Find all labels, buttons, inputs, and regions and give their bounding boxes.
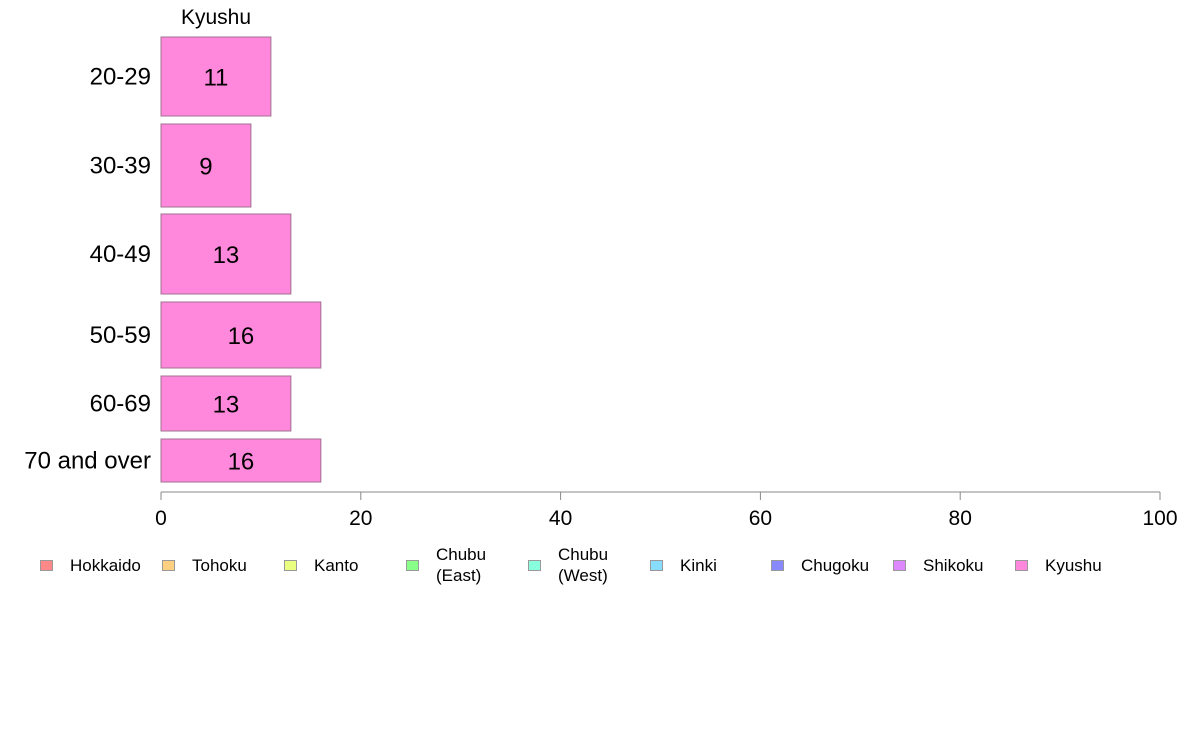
data-label: 9: [199, 154, 212, 181]
data-label: 13: [213, 392, 240, 419]
x-tick-label: 40: [549, 507, 572, 530]
bar: [160, 36, 272, 117]
legend-swatch: [162, 559, 175, 571]
category-label: 20-29: [90, 64, 151, 91]
legend-item: Tohoku: [162, 540, 247, 590]
legend-item: Chugoku: [771, 540, 869, 590]
legend-label: Kyushu: [1045, 555, 1102, 575]
data-label: 16: [228, 449, 255, 476]
legend-item: Shikoku: [893, 540, 983, 590]
legend-item: Chubu (East): [406, 540, 486, 590]
legend-swatch: [528, 559, 541, 571]
bar: [160, 301, 322, 369]
legend: Hokkaido Tohoku Kanto Chubu (East) Chubu (We…: [0, 540, 1188, 590]
category-label: 40-49: [90, 241, 151, 268]
data-label: 16: [228, 323, 255, 350]
legend-swatch: [1015, 559, 1028, 571]
x-tick-label: 20: [349, 507, 372, 530]
legend-label: Chubu (West): [558, 545, 609, 585]
legend-item: Kanto: [284, 540, 358, 590]
x-tick-label: 0: [155, 507, 167, 530]
legend-swatch: [893, 559, 906, 571]
x-tick-label: 80: [949, 507, 972, 530]
bar: [160, 375, 292, 432]
legend-item: Chubu (West): [528, 540, 608, 590]
legend-label: Kinki: [680, 555, 717, 575]
legend-swatch: [40, 559, 53, 571]
category-label: 70 and over: [24, 448, 151, 475]
x-tick-label: 100: [1142, 507, 1177, 530]
legend-swatch: [284, 559, 297, 571]
legend-swatch: [650, 559, 663, 571]
legend-label: Tohoku: [192, 555, 247, 575]
category-label: 50-59: [90, 322, 151, 349]
legend-swatch: [771, 559, 784, 571]
legend-label: Shikoku: [923, 555, 984, 575]
legend-label: Hokkaido: [70, 555, 141, 575]
legend-label: Chubu (East): [436, 545, 487, 585]
legend-swatch: [406, 559, 419, 571]
bar-group: 20-29 11 30-39 9 40-49 13 50-59 16 60-69 13 70 and…: [24, 36, 322, 483]
x-axis: 0 20 40 60 80 100: [155, 491, 1178, 530]
legend-label: Chugoku: [801, 555, 870, 575]
legend-item: Kinki: [650, 540, 717, 590]
category-label: 30-39: [90, 153, 151, 180]
bar: [160, 123, 252, 208]
category-label: 60-69: [90, 391, 151, 418]
legend-label: Kanto: [314, 555, 359, 575]
chart-title: Kyushu: [181, 6, 251, 29]
data-label: 11: [203, 65, 228, 92]
data-label: 13: [213, 242, 240, 269]
bar: [160, 213, 292, 295]
bar: [160, 438, 322, 483]
legend-item: Kyushu: [1015, 540, 1102, 590]
legend-item: Hokkaido: [40, 540, 141, 590]
x-tick-label: 60: [749, 507, 772, 530]
